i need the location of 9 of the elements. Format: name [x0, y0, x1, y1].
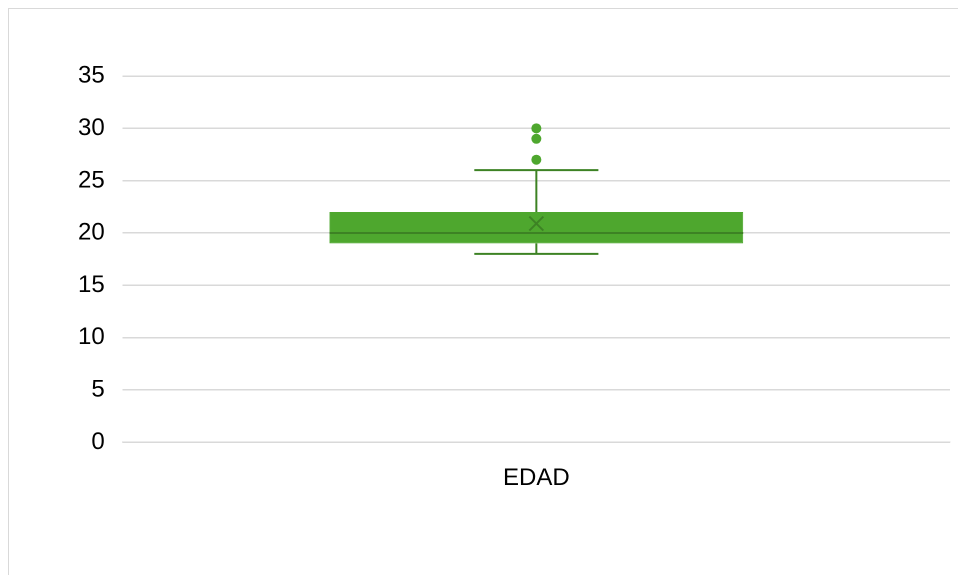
y-tick-label: 35	[78, 62, 105, 89]
y-tick-label: 30	[78, 114, 105, 141]
y-tick-label: 25	[78, 166, 105, 194]
y-tick-label: 5	[91, 376, 105, 403]
y-tick-label: 15	[78, 270, 105, 298]
y-tick-label: 20	[78, 218, 105, 246]
y-tick-label: 10	[78, 323, 105, 350]
x-tick-label: EDAD	[503, 464, 570, 492]
y-tick-label: 0	[91, 428, 105, 455]
